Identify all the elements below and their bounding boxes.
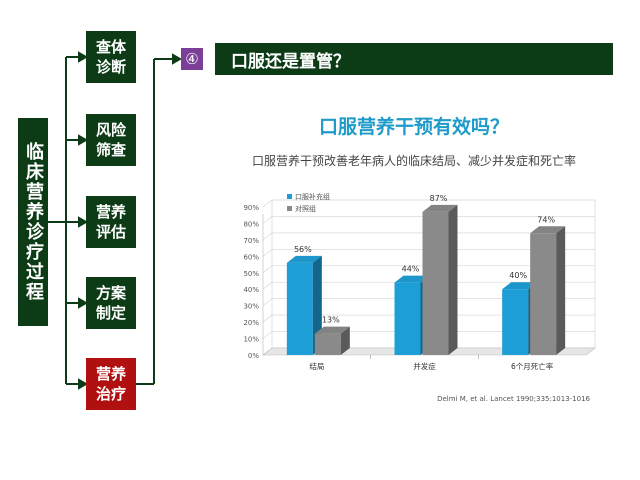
bar-top-1-0 — [314, 326, 350, 334]
y-tick-label: 10% — [243, 336, 259, 344]
clinical-process-label: 临床营养诊疗过程 — [23, 142, 44, 302]
data-label: 87% — [430, 194, 448, 203]
y-tick-label: 50% — [243, 270, 259, 278]
y-tick-label: 70% — [243, 237, 259, 245]
step-label-line1: 查体 — [95, 38, 126, 56]
bar-side-1-0 — [340, 326, 350, 355]
gridline — [262, 314, 595, 323]
step-nutrition-assessment: 营养 评估 — [86, 196, 136, 248]
data-label: 40% — [509, 271, 527, 280]
bar-top-1-1 — [422, 204, 458, 212]
step-label-line1: 营养 — [95, 203, 126, 221]
gridline — [262, 216, 595, 224]
step-plan-formulation: 方案 制定 — [86, 277, 136, 329]
chart-subtitle: 口服营养干预改善老年病人的临床结局、减少并发症和死亡率 — [251, 154, 576, 168]
x-tick-label: 6个月死亡率 — [511, 361, 554, 371]
question-title-bar: 口服还是置管？ — [215, 43, 613, 75]
legend-label-1: 对照组 — [295, 204, 316, 213]
data-label: 56% — [294, 245, 312, 254]
bar-top-1-2 — [530, 226, 566, 234]
gridline — [262, 232, 595, 241]
data-label: 44% — [402, 265, 420, 274]
bar-1-0 — [314, 333, 341, 355]
gridline — [262, 298, 595, 306]
bar-side-1-1 — [448, 204, 458, 355]
step-label-line1: 营养 — [95, 365, 126, 383]
legend-swatch-0 — [287, 194, 292, 199]
y-tick-label: 0% — [248, 352, 259, 360]
gridline — [262, 199, 595, 208]
y-tick-label: 80% — [243, 220, 259, 228]
y-tick-label: 60% — [243, 253, 259, 261]
x-tick-label: 并发症 — [413, 361, 436, 371]
step-exam-diagnosis: 查体 诊断 — [86, 31, 136, 83]
step-label-line2: 治疗 — [95, 385, 126, 403]
gridline — [262, 281, 595, 290]
clinical-process-box: 临床营养诊疗过程 — [18, 118, 48, 326]
step-label-line1: 方案 — [95, 284, 126, 302]
gridline — [262, 265, 595, 274]
citation: Delmi M, et al. Lancet 1990;335:1013-101… — [437, 395, 590, 403]
bar-chart: 0% 10% 20% 30% 40% 50% 60% 70% 80% 90% 56% 13% 结局 44%… — [243, 192, 596, 371]
step-label-line2: 评估 — [95, 223, 126, 241]
bar-0-0 — [286, 262, 313, 355]
data-label: 74% — [537, 215, 555, 224]
y-tick-label: 30% — [243, 303, 259, 311]
bar-0-2 — [502, 289, 529, 355]
bar-1-1 — [422, 211, 449, 355]
gridline — [262, 331, 595, 339]
bar-side-1-2 — [556, 226, 566, 355]
gridline — [262, 249, 595, 257]
legend-label-0: 口服补充组 — [295, 192, 330, 201]
step-nutrition-therapy: 营养 治疗 — [86, 358, 136, 410]
legend-swatch-1 — [287, 206, 292, 211]
y-tick-label: 40% — [243, 286, 259, 294]
slide-title: 口服营养干预有效吗？ — [318, 116, 509, 138]
data-label: 13% — [322, 316, 340, 325]
y-tick-label: 90% — [243, 204, 259, 212]
step-label-line2: 诊断 — [95, 58, 126, 76]
x-tick-label: 结局 — [309, 361, 324, 371]
bar-top-0-2 — [502, 282, 538, 290]
question-number-badge: ④ — [181, 48, 203, 70]
step-risk-screening: 风险 筛查 — [86, 114, 136, 166]
y-tick-label: 20% — [243, 319, 259, 327]
step-label-line1: 风险 — [95, 121, 126, 139]
bar-1-2 — [530, 233, 557, 355]
question-text: 口服还是置管？ — [231, 51, 350, 72]
bar-top-0-1 — [394, 275, 430, 283]
step-label-line2: 制定 — [95, 304, 126, 322]
bar-0-1 — [394, 282, 421, 355]
step-label-line2: 筛查 — [95, 141, 126, 159]
bar-top-0-0 — [286, 255, 322, 263]
